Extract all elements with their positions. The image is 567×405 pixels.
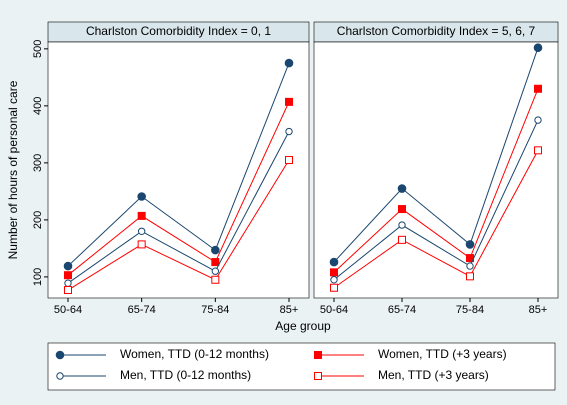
- series-line: [67, 131, 290, 284]
- marker: [397, 184, 407, 193]
- y-tick-label: 200: [32, 211, 44, 229]
- marker: [330, 283, 338, 292]
- x-tick-label: 75-84: [201, 304, 229, 316]
- x-tick-label: 85+: [529, 304, 548, 316]
- marker: [534, 84, 542, 93]
- legend-label: Men, TTD (+3 years): [378, 368, 489, 382]
- panel-title: Charlston Comorbidity Index = 5, 6, 7: [337, 24, 536, 38]
- marker: [534, 146, 542, 155]
- marker: [64, 286, 72, 295]
- x-tick-label: 75-84: [456, 304, 484, 316]
- y-tick-label: 400: [32, 97, 44, 115]
- y-tick-label: 300: [32, 154, 44, 172]
- marker: [465, 240, 475, 249]
- marker: [285, 127, 293, 136]
- y-axis-label: Number of hours of personal care: [6, 80, 20, 259]
- series-line: [67, 62, 290, 267]
- x-tick-label: 50-64: [320, 304, 348, 316]
- marker: [211, 275, 220, 284]
- marker: [63, 261, 73, 271]
- marker: [211, 267, 220, 275]
- plot-area: [313, 41, 559, 299]
- marker: [329, 257, 339, 267]
- series-line: [333, 150, 539, 289]
- marker: [211, 258, 220, 267]
- marker: [533, 43, 543, 53]
- x-tick-label: 85+: [280, 304, 299, 316]
- marker: [284, 58, 294, 68]
- series-line: [67, 101, 290, 276]
- x-axis-label: Age group: [275, 319, 331, 333]
- legend-label: Men, TTD (0-12 months): [120, 368, 251, 382]
- y-tick-label: 500: [32, 40, 44, 58]
- series-line: [67, 159, 290, 291]
- x-tick-label: 65-74: [128, 304, 156, 316]
- series-line: [333, 88, 539, 273]
- y-tick-label: 100: [32, 268, 44, 286]
- panel-title: Charlston Comorbidity Index = 0, 1: [86, 24, 271, 38]
- marker: [64, 271, 72, 280]
- marker: [466, 262, 474, 270]
- marker: [285, 97, 293, 106]
- marker: [466, 272, 474, 281]
- marker: [398, 205, 406, 214]
- legend-marker: [314, 351, 322, 359]
- marker: [64, 279, 72, 287]
- plot-area: [47, 41, 310, 299]
- legend-marker: [56, 372, 64, 380]
- legend-marker: [314, 372, 322, 380]
- marker: [398, 235, 406, 244]
- marker: [398, 221, 406, 229]
- marker: [137, 240, 146, 249]
- x-tick-label: 50-64: [54, 304, 82, 316]
- marker: [137, 192, 146, 201]
- marker: [330, 268, 338, 277]
- x-tick-label: 65-74: [388, 304, 416, 316]
- marker: [534, 116, 542, 124]
- marker: [211, 245, 220, 255]
- marker: [137, 227, 146, 235]
- marker: [137, 211, 146, 220]
- marker: [330, 276, 338, 284]
- series-line: [333, 119, 539, 281]
- legend-label: Women, TTD (0-12 months): [120, 347, 269, 361]
- legend-marker: [55, 350, 65, 360]
- marker: [285, 156, 293, 165]
- series-line: [333, 47, 539, 263]
- legend-label: Women, TTD (+3 years): [378, 347, 507, 361]
- legend: [47, 342, 556, 391]
